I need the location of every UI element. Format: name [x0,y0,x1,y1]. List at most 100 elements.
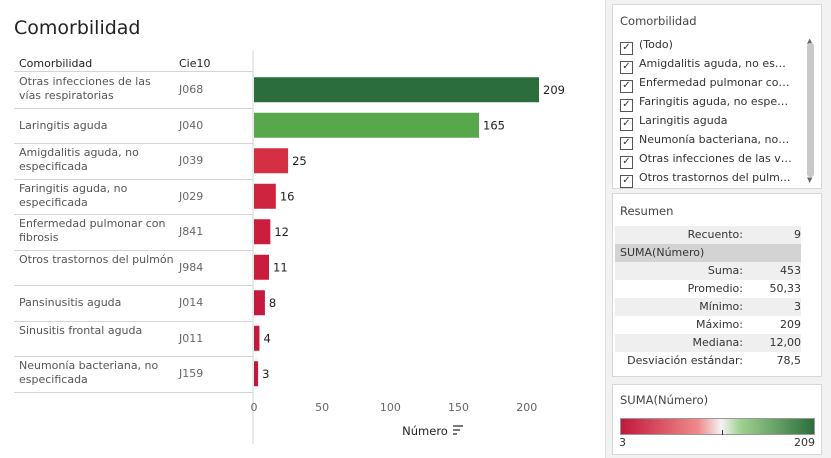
bar-value-label: 25 [292,154,307,168]
row-code[interactable]: J068 [179,83,204,96]
scroll-thumb[interactable] [807,43,814,177]
legend-max: 209 [794,436,815,449]
x-axis-label: Número [402,424,448,438]
summary-title: Resumen [620,204,674,218]
row-code[interactable]: J841 [179,225,204,238]
bar[interactable] [254,112,479,138]
filter-item[interactable]: ✓ Otras infecciones de las ví... [620,152,792,171]
row-label[interactable]: Otras infecciones de las vías respirator… [19,75,151,102]
count-value: 9 [794,228,801,241]
bar-value-label: 4 [263,331,270,345]
filter-title: Comorbilidad [620,14,697,28]
bar[interactable] [254,361,259,387]
filter-item[interactable]: ✓ Neumonía bacteriana, no ... [620,133,792,152]
bar-value-label: 16 [280,189,295,203]
stat-label: Promedio: [687,282,743,295]
summary-count-row: Recuento: 9 [615,226,801,244]
bar-chart: 209 165 25 16 12 11 8 4 3 0 50 100 150 200 Número [251,50,565,444]
checkbox-checked-icon[interactable]: ✓ [620,61,633,74]
column-header-cie10[interactable]: Cie10 [179,57,211,70]
row-label[interactable]: Laringitis aguda [19,118,108,132]
comorbidity-chart-panel: Comorbilidad Comorbilidad Cie10 Otras in… [0,0,606,458]
stat-label: Mediana: [692,336,743,349]
row-code[interactable]: J040 [179,118,204,132]
row-label[interactable]: Neumonía bacteriana, no especificada [19,359,159,386]
filter-item[interactable]: ✓ (Todo) [620,38,792,57]
scroll-down-icon[interactable]: ▼ [807,176,813,184]
row-code[interactable]: J011 [179,331,204,345]
filter-item[interactable]: ✓ Enfermedad pulmonar con... [620,76,792,95]
stat-value: 3 [794,300,801,313]
column-header-comorbidity[interactable]: Comorbilidad [19,57,93,70]
row-label[interactable]: Faringitis aguda, no especificada [19,181,128,209]
legend-title: SUMA(Número) [620,393,709,407]
filter-item-label: Otras infecciones de las ví... [639,152,792,165]
x-tick-label: 50 [315,401,329,414]
row-code[interactable]: J159 [179,367,204,380]
color-legend-card: SUMA(Número) 3 209 [612,384,822,455]
row-code[interactable]: J984 [179,260,204,274]
checkbox-checked-icon[interactable]: ✓ [620,42,633,55]
row-divider [14,214,253,215]
summary-group-row: SUMA(Número) [615,244,801,262]
row-label[interactable]: Pansinusitis aguda [19,296,122,309]
sort-icon[interactable] [453,425,463,435]
row-label[interactable]: Sinusitis frontal aguda [19,323,143,337]
stat-label: Mínimo: [699,300,743,313]
filter-item[interactable]: ✓ Amigdalitis aguda, no esp... [620,57,792,76]
row-label[interactable]: Amigdalitis aguda, no especificada [19,146,139,173]
group-label: SUMA(Número) [620,246,705,259]
summary-stat-row: Desviación estándar: 78,5 [615,352,801,370]
scroll-up-icon[interactable]: ▲ [807,37,813,45]
bar-value-label: 3 [262,367,269,381]
bar[interactable] [254,183,276,209]
filter-item-label: Faringitis aguda, no espec... [639,95,792,108]
stat-label: Máximo: [696,318,743,331]
summary-stat-row: Promedio: 50,33 [615,280,801,298]
x-tick-label: 200 [516,401,537,414]
stat-value: 12,00 [769,336,802,349]
checkbox-checked-icon[interactable]: ✓ [620,118,633,131]
filter-item-label: Otros trastornos del pulm... [639,171,791,184]
row-divider [14,285,253,286]
count-label: Recuento: [687,228,743,241]
row-divider [14,107,253,109]
stat-label: Suma: [707,264,743,277]
bar[interactable] [254,148,289,174]
row-code[interactable]: J039 [179,154,204,167]
checkbox-checked-icon[interactable]: ✓ [620,80,633,93]
x-tick-label: 0 [251,401,258,414]
filter-item[interactable]: ✓ Faringitis aguda, no espec... [620,95,792,114]
summary-stat-row: Mínimo: 3 [615,298,801,316]
bar-value-label: 11 [273,260,288,274]
filter-item-label: Enfermedad pulmonar con... [639,76,792,89]
filter-item[interactable]: ✓ Otros trastornos del pulm... [620,171,792,190]
bar[interactable] [254,254,269,280]
page-title: Comorbilidad [14,17,141,39]
bar[interactable] [254,290,265,316]
checkbox-checked-icon[interactable]: ✓ [620,137,633,150]
stat-label: Desviación estándar: [627,354,743,367]
checkbox-checked-icon[interactable]: ✓ [620,99,633,112]
bar-value-label: 12 [274,225,289,239]
row-divider [14,356,253,357]
filter-item[interactable]: ✓ Laringitis aguda [620,114,792,133]
row-divider [14,320,253,322]
checkbox-checked-icon[interactable]: ✓ [620,175,633,188]
checkbox-checked-icon[interactable]: ✓ [620,156,633,169]
header-divider [14,71,253,72]
bar-value-label: 8 [269,296,276,310]
bars: 209 165 25 16 12 11 8 4 3 [254,77,565,387]
bar[interactable] [254,325,260,351]
color-gradient-bar [620,418,815,435]
row-code[interactable]: J014 [179,296,204,309]
filter-card: Comorbilidad ✓ (Todo) ✓ Amigdalitis aguda, … [612,4,822,189]
row-divider [14,178,253,180]
row-label[interactable]: Otros trastornos del pulmón [19,252,174,266]
bar-value-label: 165 [483,118,505,132]
bar[interactable] [254,219,271,245]
stat-value: 50,33 [769,282,802,295]
row-label[interactable]: Enfermedad pulmonar con fibrosis [19,217,166,244]
row-code[interactable]: J029 [179,189,204,203]
bar[interactable] [254,77,539,103]
